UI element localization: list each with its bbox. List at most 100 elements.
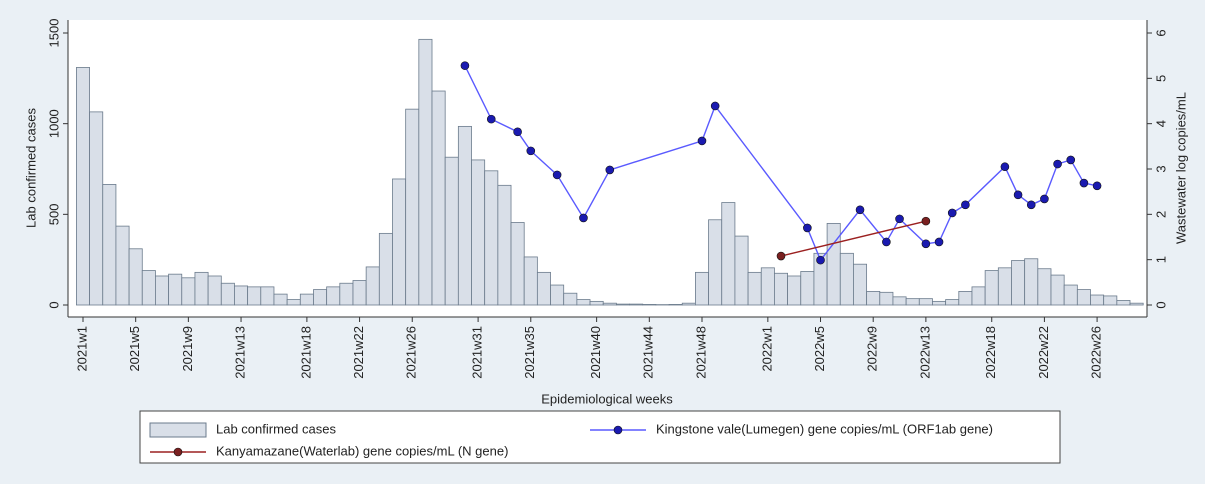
marker	[1093, 182, 1101, 190]
y2-tick-label: 5	[1153, 75, 1168, 82]
bar	[695, 272, 708, 305]
marker	[922, 240, 930, 248]
marker	[1067, 156, 1075, 164]
x-tick-label: 2021w48	[693, 326, 708, 379]
x-tick-label: 2021w18	[298, 326, 313, 379]
bar	[630, 304, 643, 305]
bar	[524, 257, 537, 305]
bar	[709, 220, 722, 305]
bar	[248, 287, 261, 305]
marker	[803, 224, 811, 232]
x-tick-label: 2022w9	[865, 326, 880, 372]
y2-tick-label: 4	[1153, 120, 1168, 127]
bar	[392, 179, 405, 305]
legend-marker	[614, 426, 622, 434]
bar	[748, 272, 761, 305]
bar	[801, 271, 814, 305]
y-tick-label: 1000	[46, 109, 61, 138]
bar	[1064, 285, 1077, 305]
bar	[722, 203, 735, 305]
y2-tick-label: 3	[1153, 165, 1168, 172]
bar	[76, 67, 89, 305]
marker	[896, 215, 904, 223]
bar	[827, 223, 840, 305]
bar	[1025, 259, 1038, 305]
bar	[116, 226, 129, 305]
x-tick-label: 2021w40	[588, 326, 603, 379]
bar	[300, 294, 313, 305]
marker	[487, 115, 495, 123]
bar	[959, 291, 972, 305]
marker	[553, 171, 561, 179]
bar	[537, 272, 550, 305]
bar	[221, 283, 234, 305]
x-tick-label: 2022w26	[1089, 326, 1104, 379]
x-tick-label: 2021w22	[351, 326, 366, 379]
bar	[946, 300, 959, 305]
marker	[1027, 201, 1035, 209]
bar	[1091, 295, 1104, 305]
marker	[777, 252, 785, 260]
x-tick-label: 2021w9	[180, 326, 195, 372]
x-axis-label: Epidemiological weeks	[541, 391, 673, 406]
bar	[867, 291, 880, 305]
marker	[1040, 195, 1048, 203]
marker	[461, 62, 469, 70]
x-tick-label: 2022w18	[983, 326, 998, 379]
bar	[379, 233, 392, 305]
bar	[274, 294, 287, 305]
bar	[932, 301, 945, 305]
bar	[261, 287, 274, 305]
bar	[313, 290, 326, 305]
bar	[840, 253, 853, 305]
marker	[935, 238, 943, 246]
legend-label: Lab confirmed cases	[216, 421, 336, 436]
y2-axis-label: Wastewater log copies/mL	[1173, 92, 1188, 244]
bar	[366, 267, 379, 305]
bar	[445, 157, 458, 305]
x-tick-label: 2022w1	[759, 326, 774, 372]
bar	[1104, 296, 1117, 305]
bar	[735, 236, 748, 305]
bar	[616, 304, 629, 305]
x-tick-label: 2021w13	[232, 326, 247, 379]
bar	[129, 249, 142, 305]
bar	[551, 285, 564, 305]
bar	[853, 264, 866, 305]
bar	[208, 276, 221, 305]
marker	[698, 137, 706, 145]
bar	[919, 299, 932, 305]
bar	[234, 286, 247, 305]
bar	[1130, 303, 1143, 305]
y-tick-label: 1500	[46, 19, 61, 48]
bar	[972, 287, 985, 305]
bar	[774, 273, 787, 305]
bar	[485, 171, 498, 305]
bar	[195, 272, 208, 305]
marker	[948, 209, 956, 217]
bar	[419, 39, 432, 305]
y2-tick-label: 6	[1153, 29, 1168, 36]
marker	[922, 217, 930, 225]
bar	[564, 293, 577, 305]
bar	[590, 301, 603, 305]
x-tick-label: 2021w1	[74, 326, 89, 372]
legend-label: Kanyamazane(Waterlab) gene copies/mL (N …	[216, 443, 508, 458]
marker	[1054, 160, 1062, 168]
bar	[577, 300, 590, 305]
y2-tick-label: 1	[1153, 256, 1168, 263]
bar	[1011, 261, 1024, 305]
bar	[182, 278, 195, 305]
bar	[458, 126, 471, 305]
bar	[682, 303, 695, 305]
bar	[893, 297, 906, 305]
bar	[155, 276, 168, 305]
bar	[603, 303, 616, 305]
marker	[514, 128, 522, 136]
marker	[856, 206, 864, 214]
bar	[142, 271, 155, 305]
marker	[1001, 163, 1009, 171]
legend-marker	[174, 448, 182, 456]
marker	[1080, 179, 1088, 187]
